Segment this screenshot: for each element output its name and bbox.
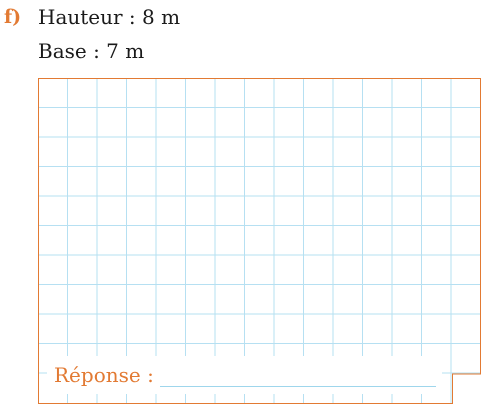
exercise-label: f) — [4, 6, 22, 28]
graph-paper-grid — [38, 78, 481, 404]
answer-label: Réponse : — [54, 363, 154, 387]
answer-area: Réponse : — [47, 356, 442, 394]
grid-border — [38, 78, 481, 404]
base-text: Base : 7 m — [38, 39, 145, 63]
answer-line[interactable] — [160, 386, 436, 387]
height-text: Hauteur : 8 m — [38, 5, 181, 29]
